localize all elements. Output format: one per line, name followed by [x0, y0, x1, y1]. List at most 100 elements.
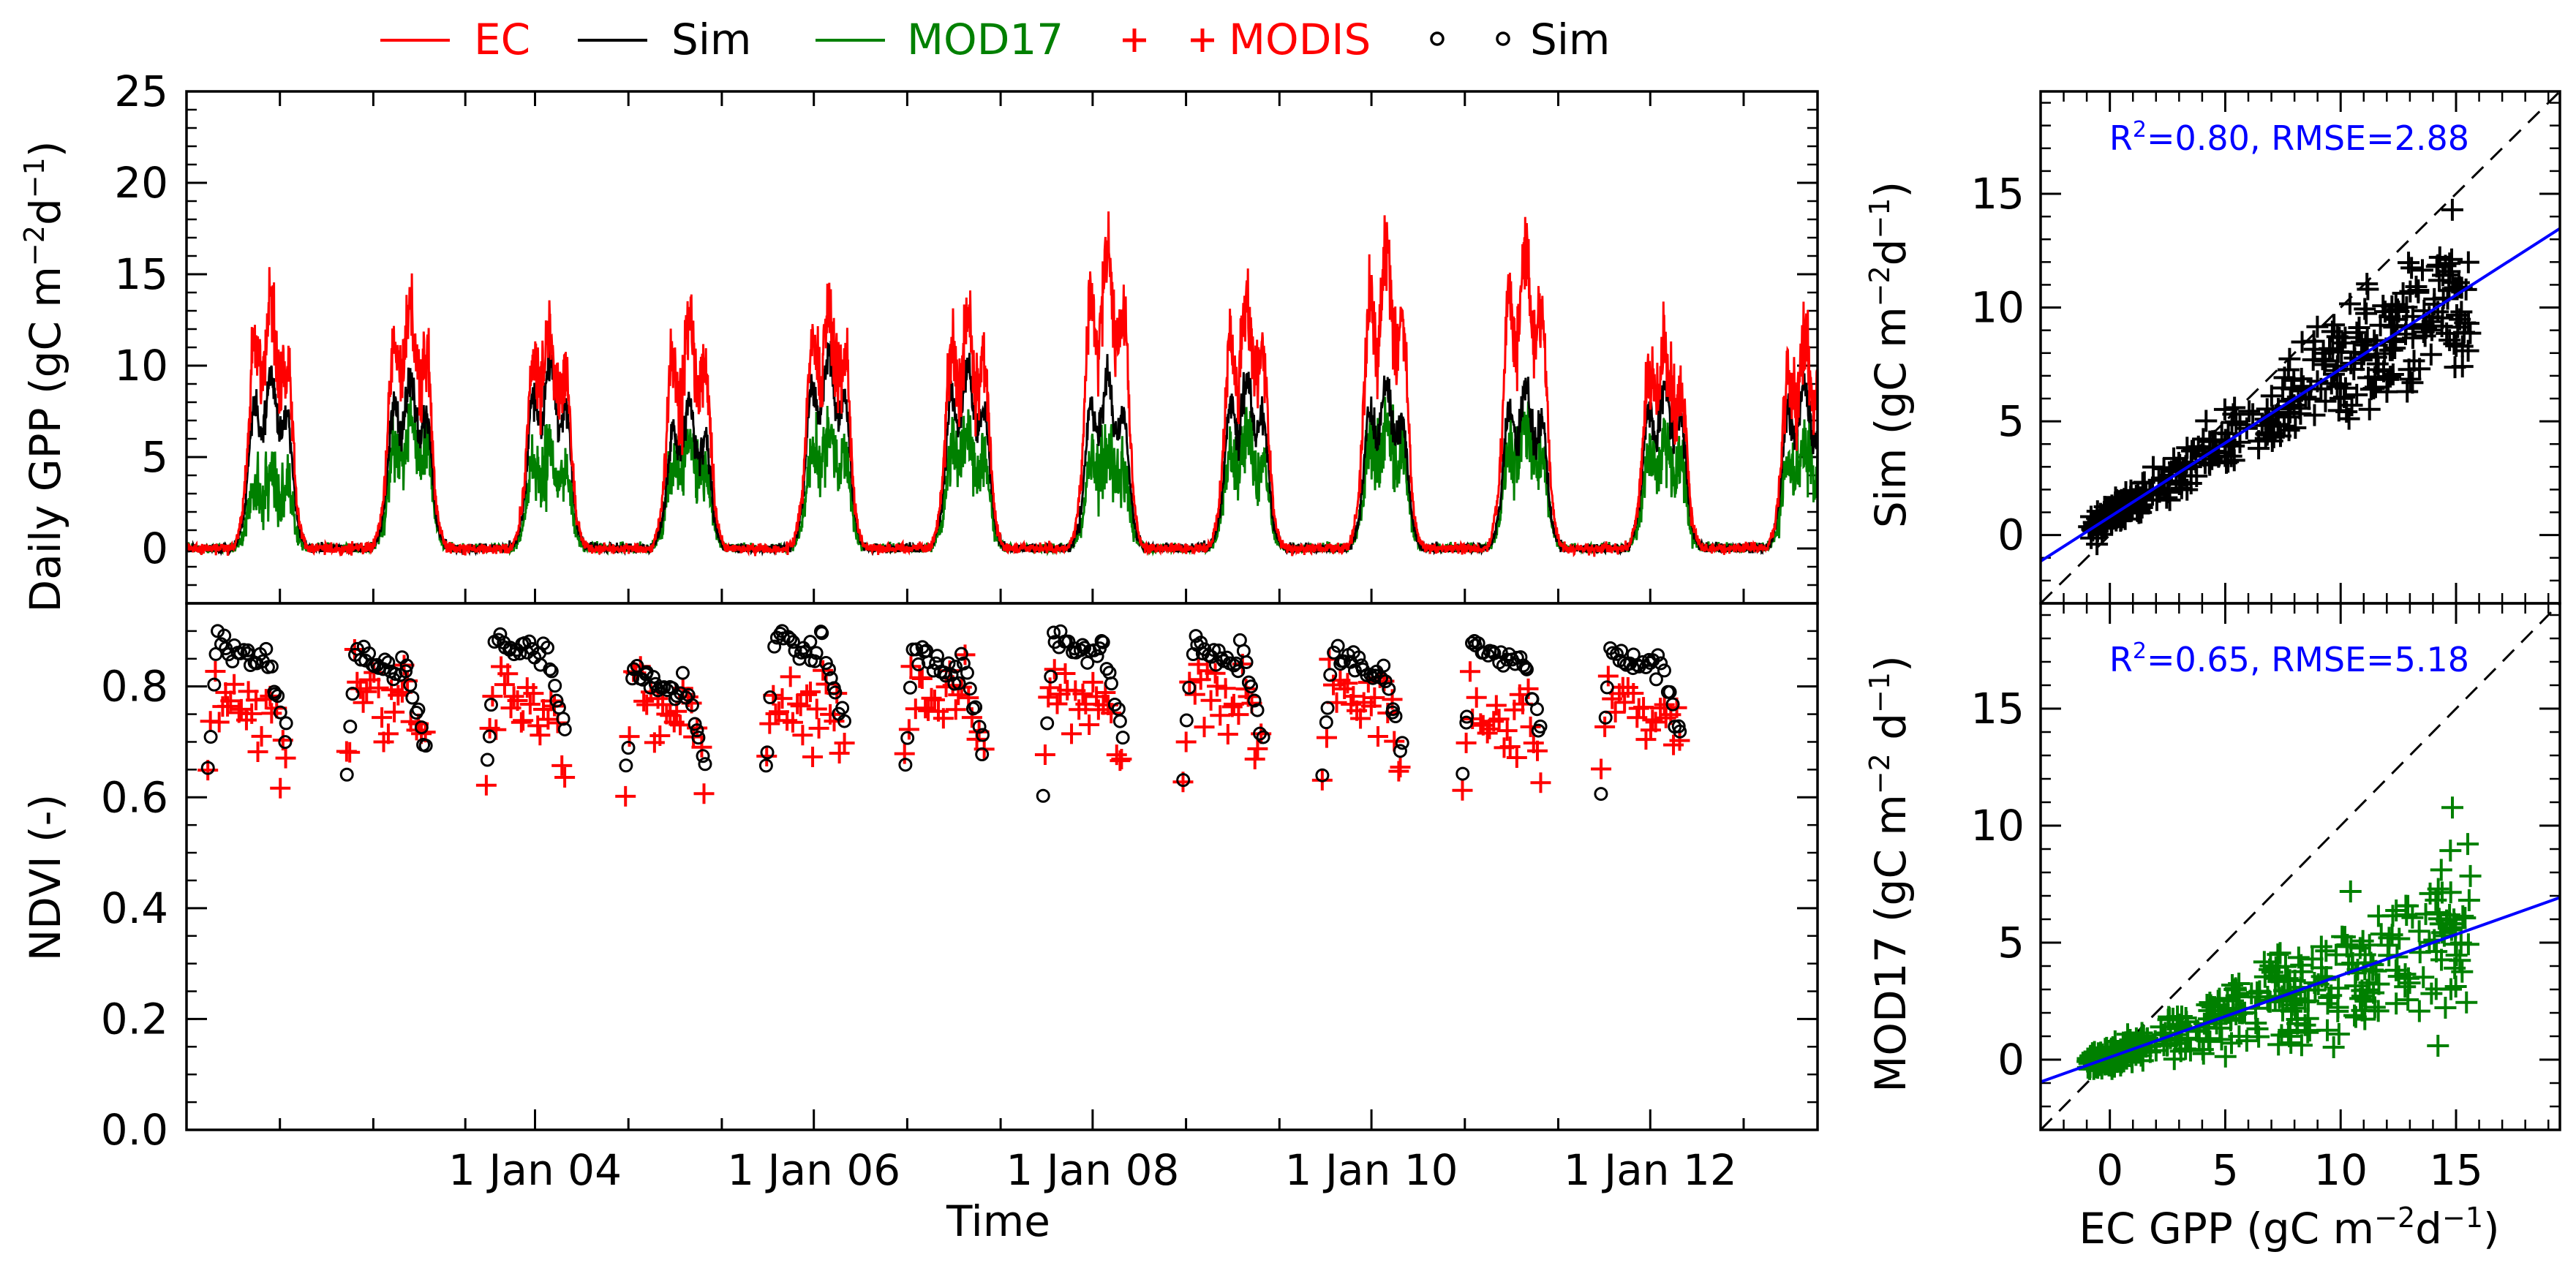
- ndvi-point-sim: [273, 705, 287, 720]
- scatter-point: [2214, 1045, 2237, 1068]
- ndvi-point-modis: [1200, 690, 1221, 711]
- ndvi-point-sim: [1395, 736, 1409, 750]
- gpp-ytick-label: 15: [114, 249, 168, 299]
- ndvi-point-modis: [1642, 709, 1663, 731]
- ndvi-point-sim: [557, 722, 572, 736]
- scatter-point: [2323, 314, 2346, 336]
- ndvi-point-modis: [1506, 747, 1527, 768]
- scatter-point: [2310, 935, 2332, 958]
- ndvi-point-sim: [1315, 768, 1330, 782]
- ndvi-point-sim: [627, 662, 641, 676]
- ndvi-point-modis: [497, 663, 519, 684]
- ndvi-point-modis: [1079, 714, 1100, 735]
- ndvi-point-sim: [1207, 643, 1221, 657]
- ndvi-point-sim: [493, 627, 508, 641]
- legend-label-mod17: MOD17: [907, 15, 1063, 64]
- ndvi-point-sim: [1176, 773, 1191, 788]
- scatter-point: [2221, 411, 2243, 434]
- ndvi-point-sim: [1393, 744, 1407, 758]
- scatter-point: [2306, 315, 2329, 338]
- ndvi-point-modis: [693, 783, 715, 804]
- ndvi-point-modis: [1207, 676, 1228, 697]
- ndvi-point-modis: [1530, 772, 1551, 793]
- ndvi-point-modis: [372, 707, 393, 728]
- scatter-point: [2220, 1032, 2242, 1055]
- ndvi-point-sim: [960, 665, 974, 680]
- scatter-point: [2401, 372, 2424, 394]
- ndvi-point-sim: [1327, 645, 1341, 660]
- ndvi-point-sim: [480, 753, 494, 767]
- scatter-ytick-label: 5: [1997, 396, 2025, 446]
- ndvi-point-modis: [1455, 732, 1477, 753]
- ndvi-point-modis: [782, 712, 803, 733]
- one-to-one-line: [2039, 602, 2561, 1131]
- scatter-point: [2420, 982, 2443, 1005]
- ndvi-point-modis: [1101, 703, 1122, 724]
- scatter-point: [2264, 967, 2286, 989]
- ndvi-ytick-label: 0.4: [101, 883, 168, 933]
- ndvi-point-sim: [1671, 719, 1686, 733]
- ndvi-point-sim: [1244, 679, 1259, 694]
- scatter-point: [2223, 396, 2246, 419]
- regression-line: [2040, 896, 2561, 1084]
- ndvi-point-modis: [224, 674, 245, 695]
- scatter-point: [2131, 472, 2154, 494]
- ndvi-point-modis: [1072, 683, 1093, 704]
- scatter-point: [2425, 978, 2447, 1000]
- gpp-yticks: 0 5 10 15 20 25: [114, 67, 1818, 605]
- ndvi-point-modis: [511, 712, 532, 733]
- scatter-point: [2425, 940, 2448, 963]
- mod17-vs-ec-panel: MOD17 (gC m−2 d−1) R2=0.65, RMSE=5.18 EC…: [1864, 602, 2561, 1253]
- ndvi-point-sim: [1112, 714, 1127, 728]
- ndvi-point-sim: [381, 655, 396, 670]
- scatter-point: [2094, 1053, 2117, 1076]
- ndvi-point-sim: [1182, 680, 1197, 695]
- gpp-ytick-label: 20: [114, 158, 168, 208]
- ndvi-point-modis: [251, 725, 272, 747]
- ndvi-point-modis: [1360, 695, 1382, 717]
- legend-item-sim-line: Sim: [578, 15, 751, 64]
- ndvi-point-sim: [549, 693, 564, 708]
- scatter-point: [2179, 1039, 2202, 1062]
- ndvi-point-modis: [1496, 720, 1518, 742]
- scatter-point: [2199, 994, 2222, 1017]
- scatter-point: [2369, 314, 2392, 336]
- ndvi-point-sim: [1516, 658, 1531, 673]
- ndvi-point-sim: [271, 689, 285, 704]
- ndvi-point-sim: [954, 646, 968, 661]
- scatter-point: [2284, 417, 2307, 440]
- ndvi-point-sim: [548, 679, 562, 693]
- ndvi-point-sim: [1651, 648, 1665, 663]
- scatter-point: [2338, 293, 2361, 315]
- scatter-point: [2457, 833, 2479, 856]
- gpp-ytick-label: 0: [141, 524, 168, 573]
- ndvi-point-modis: [538, 709, 559, 730]
- scatter-point: [2314, 390, 2337, 412]
- ndvi-point-modis: [806, 698, 827, 720]
- scatter-point: [2421, 319, 2443, 342]
- ndvi-point-sim: [1382, 682, 1396, 696]
- ndvi-point-modis: [1488, 709, 1510, 730]
- scatter-point: [2315, 940, 2338, 962]
- scatter-point: [2385, 899, 2408, 922]
- axes-frames: [185, 90, 2561, 1131]
- ndvi-point-sim: [522, 634, 537, 649]
- ndvi-point-modis: [691, 736, 712, 758]
- scatter-point: [2157, 1008, 2180, 1031]
- ndvi-point-modis: [619, 726, 640, 747]
- ndvi-point-sim: [1239, 655, 1254, 669]
- scatter-point: [2384, 959, 2407, 981]
- ndvi-point-modis: [800, 681, 821, 702]
- ndvi-ytick-label: 0.0: [101, 1105, 168, 1155]
- ndvi-point-sim: [938, 668, 953, 683]
- ndvi-point-sim: [1665, 697, 1680, 712]
- ndvi-point-modis: [796, 684, 818, 705]
- ndvi-point-sim: [399, 664, 413, 679]
- scatter-point: [2290, 1034, 2313, 1057]
- ndvi-point-modis: [1591, 758, 1612, 780]
- ndvi-point-modis: [247, 741, 268, 762]
- ndvi-point-modis: [527, 715, 549, 736]
- legend: EC Sim MOD17 MODIS Sim: [380, 15, 1610, 64]
- scatter-point: [2458, 889, 2480, 911]
- ndvi-point-sim: [1044, 669, 1058, 684]
